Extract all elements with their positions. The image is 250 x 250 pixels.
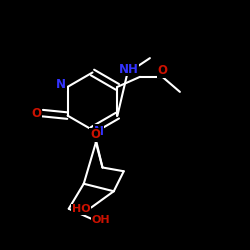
Text: O: O: [31, 106, 41, 120]
Text: N: N: [56, 78, 66, 91]
Text: O: O: [90, 128, 100, 141]
Text: N: N: [94, 125, 104, 138]
Text: HO: HO: [72, 204, 90, 214]
Text: OH: OH: [92, 215, 110, 225]
Text: O: O: [158, 64, 168, 77]
Text: NH: NH: [119, 63, 139, 76]
